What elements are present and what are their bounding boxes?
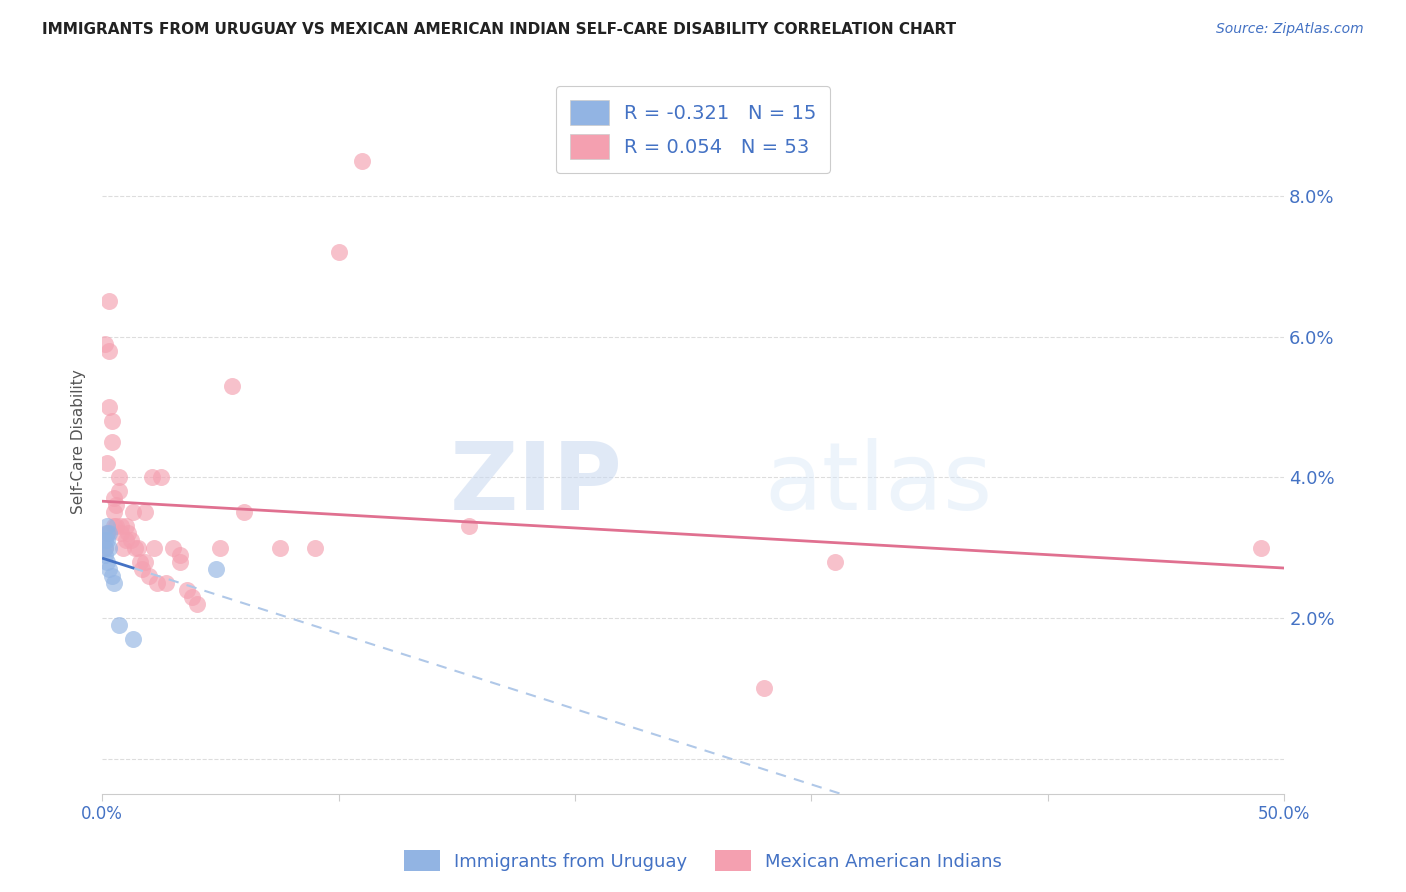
Point xyxy=(124,541,146,555)
Point xyxy=(120,533,142,548)
Point xyxy=(110,519,132,533)
Point xyxy=(96,456,118,470)
Point xyxy=(122,505,145,519)
Point xyxy=(129,555,152,569)
Point xyxy=(96,519,118,533)
Point xyxy=(145,575,167,590)
Point xyxy=(131,561,153,575)
Point xyxy=(98,400,121,414)
Point xyxy=(233,505,256,519)
Point xyxy=(221,378,243,392)
Point xyxy=(134,505,156,519)
Point xyxy=(107,484,129,499)
Point xyxy=(93,533,115,548)
Point xyxy=(304,541,326,555)
Point xyxy=(100,568,122,582)
Text: IMMIGRANTS FROM URUGUAY VS MEXICAN AMERICAN INDIAN SELF-CARE DISABILITY CORRELAT: IMMIGRANTS FROM URUGUAY VS MEXICAN AMERI… xyxy=(42,22,956,37)
Point xyxy=(141,470,163,484)
Point xyxy=(107,618,129,632)
Point xyxy=(105,519,128,533)
Point xyxy=(98,526,121,541)
Point xyxy=(328,245,350,260)
Point xyxy=(100,435,122,450)
Text: Source: ZipAtlas.com: Source: ZipAtlas.com xyxy=(1216,22,1364,37)
Point xyxy=(98,343,121,358)
Point xyxy=(100,414,122,428)
Point xyxy=(96,526,118,541)
Point xyxy=(105,499,128,513)
Text: atlas: atlas xyxy=(765,438,993,530)
Point xyxy=(93,541,115,555)
Point xyxy=(824,555,846,569)
Point xyxy=(107,470,129,484)
Point xyxy=(1250,541,1272,555)
Point xyxy=(176,582,198,597)
Point xyxy=(103,575,125,590)
Point xyxy=(98,561,121,575)
Point xyxy=(186,597,208,611)
Point xyxy=(134,555,156,569)
Point xyxy=(96,526,118,541)
Point xyxy=(98,541,121,555)
Point xyxy=(103,519,125,533)
Point xyxy=(457,519,479,533)
Point xyxy=(122,632,145,646)
Point xyxy=(754,681,776,696)
Point xyxy=(96,533,118,548)
Point xyxy=(103,491,125,506)
Legend: R = -0.321   N = 15, R = 0.054   N = 53: R = -0.321 N = 15, R = 0.054 N = 53 xyxy=(557,86,831,173)
Point xyxy=(110,526,132,541)
Point xyxy=(117,526,139,541)
Point xyxy=(96,555,118,569)
Legend: Immigrants from Uruguay, Mexican American Indians: Immigrants from Uruguay, Mexican America… xyxy=(396,843,1010,879)
Point xyxy=(204,561,226,575)
Point xyxy=(209,541,232,555)
Point xyxy=(352,153,374,168)
Point xyxy=(93,336,115,351)
Point xyxy=(138,568,160,582)
Point xyxy=(127,541,149,555)
Text: ZIP: ZIP xyxy=(450,438,623,530)
Point xyxy=(93,548,115,562)
Point xyxy=(150,470,173,484)
Point xyxy=(155,575,177,590)
Point xyxy=(181,590,204,604)
Point xyxy=(269,541,291,555)
Point xyxy=(169,548,191,562)
Point xyxy=(143,541,166,555)
Y-axis label: Self-Care Disability: Self-Care Disability xyxy=(72,369,86,515)
Point xyxy=(162,541,184,555)
Point xyxy=(115,519,138,533)
Point xyxy=(169,555,191,569)
Point xyxy=(112,541,135,555)
Point xyxy=(98,294,121,309)
Point xyxy=(115,533,138,548)
Point xyxy=(103,505,125,519)
Point xyxy=(93,541,115,555)
